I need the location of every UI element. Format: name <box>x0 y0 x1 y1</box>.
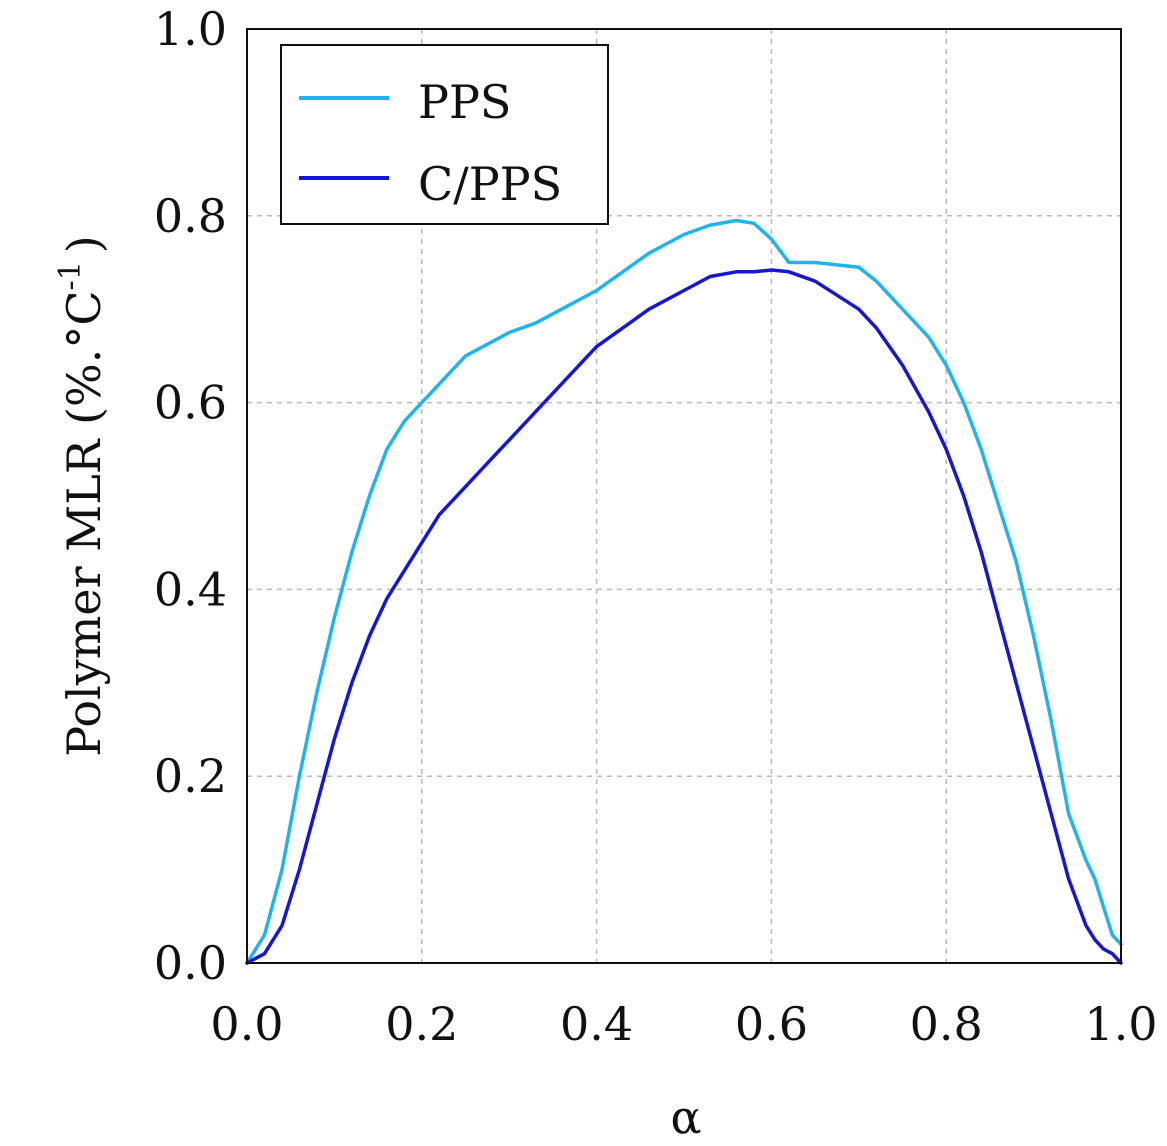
y-axis-label-close: ) <box>57 235 111 253</box>
legend-label-pps: PPS <box>418 75 511 129</box>
series-line-c-pps <box>245 268 1123 965</box>
y-axis-label-main: Polymer MLR (%.°C <box>57 290 111 756</box>
y-axis-label-superscript: -1 <box>53 261 88 290</box>
legend-box <box>280 44 609 225</box>
y-tick-label: 0.4 <box>154 562 227 616</box>
series-line-pps <box>245 218 1123 965</box>
x-tick-label: 1.0 <box>1084 997 1157 1051</box>
y-axis-label: Polymer MLR (%.°C-1) <box>53 235 111 757</box>
x-axis-label: α <box>670 1090 701 1142</box>
plot-frame <box>246 28 1122 964</box>
y-tick-label: 1.0 <box>154 2 227 56</box>
x-tick-label: 0.2 <box>385 997 458 1051</box>
legend: PPS C/PPS <box>280 44 609 225</box>
y-tick-label: 0.8 <box>154 189 227 243</box>
x-tick-label: 0.8 <box>910 997 983 1051</box>
x-tick-label: 0.4 <box>560 997 633 1051</box>
series-layer <box>245 218 1123 965</box>
x-tick-label: 0.0 <box>210 997 283 1051</box>
y-tick-label: 0.6 <box>154 376 227 430</box>
x-tick-label: 0.6 <box>735 997 808 1051</box>
tick-layer: 0.0 0.2 0.4 0.6 0.8 1.0 0.0 0.2 0.4 0.6 0.8 1.0 <box>154 2 1158 1051</box>
legend-label-c-pps: C/PPS <box>418 157 562 211</box>
y-axis-label-text: Polymer MLR (%.°C-1) <box>53 235 111 757</box>
y-tick-label: 0.0 <box>154 936 227 990</box>
y-tick-label: 0.2 <box>154 749 227 803</box>
